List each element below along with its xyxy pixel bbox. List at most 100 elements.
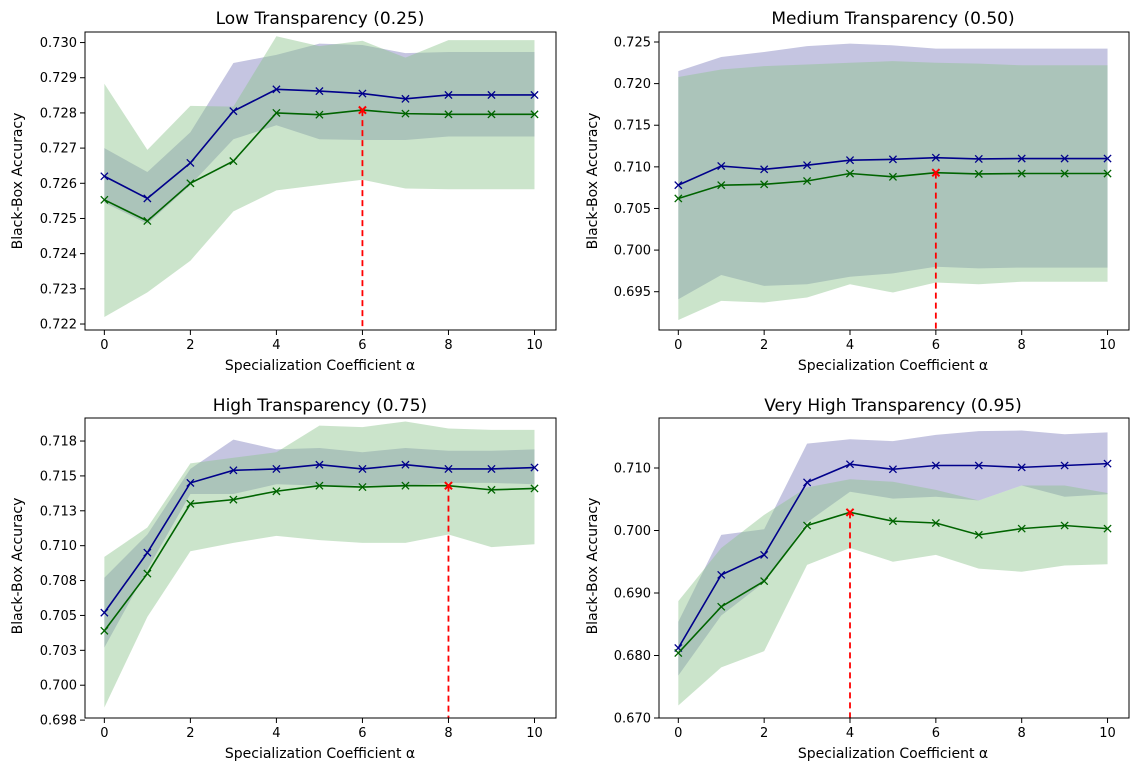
confidence-band-a	[104, 439, 535, 648]
x-tick-label: 4	[846, 726, 854, 741]
data-point-a	[444, 464, 453, 473]
x-axis-label: Specialization Coefficient α	[798, 358, 988, 374]
y-axis-label: Black-Box Accuracy	[10, 498, 26, 635]
x-tick-label: 6	[932, 338, 940, 353]
y-tick-label: 0.720	[614, 77, 651, 92]
data-point-a	[186, 478, 195, 487]
x-tick-label: 2	[760, 726, 768, 741]
y-tick-label: 0.715	[614, 119, 651, 134]
data-point-b	[845, 169, 855, 178]
data-point-b	[974, 530, 983, 539]
y-tick-label: 0.690	[614, 587, 651, 602]
x-tick-label: 6	[358, 338, 366, 353]
y-tick-label: 0.727	[40, 142, 77, 157]
subplot-title: Low Transparency (0.25)	[216, 9, 425, 29]
x-tick-label: 0	[100, 726, 108, 741]
y-tick-label: 0.729	[40, 71, 77, 86]
x-tick-label: 8	[444, 726, 452, 741]
x-axis-label: Specialization Coefficient α	[225, 746, 415, 762]
subplot-low-transparency: Low Transparency (0.25) Specialization C…	[10, 9, 557, 374]
data-point-a	[1017, 463, 1026, 472]
data-point-b	[760, 577, 769, 586]
data-point-b	[487, 110, 496, 119]
x-tick-label: 10	[1099, 338, 1116, 353]
y-tick-label: 0.722	[40, 318, 77, 333]
data-point-a	[444, 90, 453, 100]
data-point-b	[674, 194, 683, 203]
data-point-a	[974, 461, 983, 470]
y-tick-label: 0.723	[40, 282, 77, 297]
y-tick-label: 0.703	[40, 644, 77, 659]
data-point-a	[401, 460, 410, 469]
axes-frame	[84, 417, 557, 719]
subplot-medium-transparency: Medium Transparency (0.50) Specializatio…	[585, 9, 1130, 374]
data-point-b	[186, 499, 195, 508]
y-axis-label: Black-Box Accuracy	[10, 113, 26, 250]
data-point-a	[143, 548, 152, 557]
x-tick-label: 2	[186, 338, 194, 353]
y-tick-label: 0.670	[614, 712, 651, 727]
y-tick-label: 0.705	[614, 202, 651, 217]
data-point-b	[1060, 521, 1069, 530]
y-tick-label: 0.713	[40, 504, 77, 519]
data-point-b	[530, 110, 539, 119]
data-point-b	[444, 110, 453, 119]
subplot-title: Very High Transparency (0.95)	[764, 396, 1022, 416]
y-tick-label: 0.718	[40, 435, 77, 450]
data-point-a	[315, 87, 324, 96]
y-tick-label: 0.695	[614, 285, 651, 300]
y-tick-label: 0.710	[614, 160, 651, 175]
subplot-very-high-transparency: Very High Transparency (0.95) Specializa…	[585, 396, 1130, 762]
data-point-a	[358, 464, 367, 473]
subplot-title: High Transparency (0.75)	[213, 396, 427, 416]
x-tick-label: 6	[932, 726, 940, 741]
subplot-high-transparency: High Transparency (0.75) Specialization …	[10, 396, 557, 762]
data-point-b	[186, 179, 195, 188]
y-axis-label: Black-Box Accuracy	[585, 498, 601, 635]
x-tick-label: 0	[100, 338, 108, 353]
axes-frame	[658, 417, 1130, 719]
data-point-a	[974, 154, 983, 164]
data-point-a	[143, 194, 152, 203]
data-point-a	[717, 161, 726, 171]
data-point-b	[401, 109, 410, 118]
data-point-a	[229, 107, 238, 116]
data-point-a	[487, 90, 496, 100]
data-point-b	[272, 487, 281, 496]
data-point-b	[487, 485, 496, 494]
confidence-band-a	[104, 43, 535, 224]
x-tick-label: 8	[444, 338, 452, 353]
data-point-b	[803, 176, 812, 186]
x-tick-label: 6	[358, 726, 366, 741]
data-point-b	[1103, 169, 1112, 178]
y-tick-label: 0.728	[40, 106, 77, 121]
data-point-a	[1103, 459, 1112, 468]
data-point-a	[530, 463, 539, 472]
data-point-b	[760, 180, 769, 189]
y-axis-label: Black-Box Accuracy	[585, 113, 601, 250]
data-point-a	[888, 155, 897, 164]
best-point-marker	[444, 481, 453, 490]
y-tick-label: 0.700	[614, 524, 651, 539]
y-tick-label: 0.698	[40, 714, 77, 729]
data-point-a	[100, 172, 109, 181]
data-point-a	[358, 89, 367, 98]
y-tick-label: 0.730	[40, 36, 77, 51]
y-tick-label: 0.715	[40, 469, 77, 484]
x-tick-label: 8	[1018, 338, 1026, 353]
plot-area: 0 2 4 6 8 10 0.670 0.680 0.690 0.700 0.710	[614, 417, 1130, 741]
y-tick-label: 0.705	[40, 609, 77, 624]
plot-area: 0 2 4 6 8 10 0.698 0.700 0.703 0.705 0.708 0.710 0.7…	[40, 417, 557, 741]
data-point-b	[674, 648, 683, 658]
plot-area: 0 2 4 6 8 10 0.695 0.700 0.705 0.710 0.715 0.720 0.7…	[614, 31, 1130, 353]
x-axis-label: Specialization Coefficient α	[225, 358, 415, 374]
data-point-b	[888, 172, 897, 181]
x-tick-label: 8	[1018, 726, 1026, 741]
data-point-a	[272, 464, 281, 473]
data-point-a	[1060, 461, 1069, 470]
data-point-b	[229, 495, 238, 504]
data-point-a	[401, 94, 410, 103]
data-point-b	[530, 484, 539, 493]
data-point-b	[100, 626, 109, 635]
